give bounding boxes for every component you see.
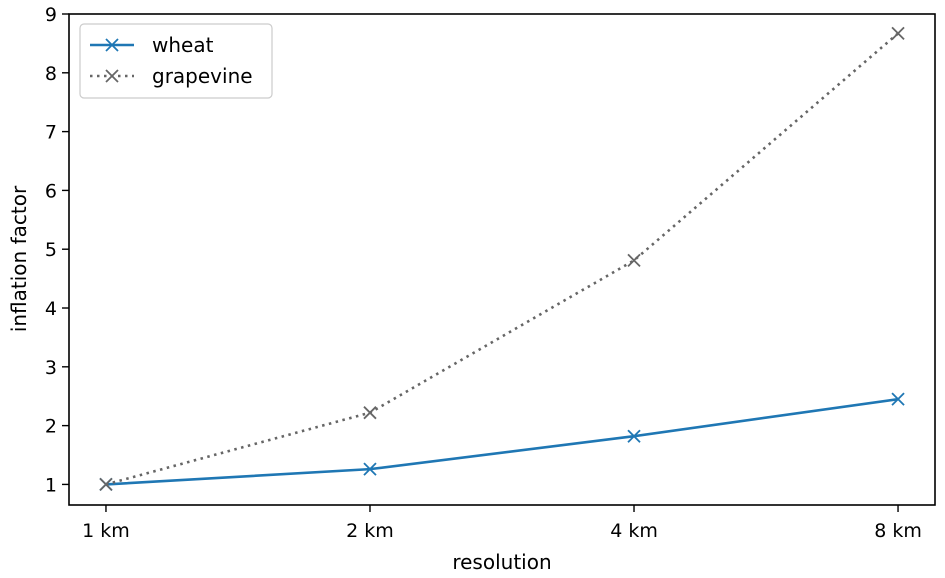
- legend-box: [79, 23, 273, 99]
- y-tick-label-8: 8: [45, 63, 57, 85]
- legend-entry-wheat: wheat: [90, 33, 214, 57]
- marker-stroke: [891, 392, 905, 406]
- marker-stroke: [99, 477, 113, 492]
- data-point-grapevine-4km: [627, 253, 641, 268]
- y-tick-label-4: 4: [45, 298, 57, 320]
- data-point-wheat-2km: [363, 462, 377, 476]
- y-tick-label-6: 6: [45, 180, 57, 202]
- legend: wheat grapevine: [79, 23, 273, 99]
- y-tick-label-7: 7: [45, 122, 57, 144]
- data-point-wheat-4km: [627, 429, 641, 443]
- x-tick-label-4km: 4 km: [610, 520, 658, 542]
- y-axis-label: inflation factor: [7, 185, 31, 332]
- y-tick-label-3: 3: [45, 357, 57, 379]
- marker-stroke: [627, 253, 641, 268]
- marker-stroke: [627, 429, 641, 443]
- data-point-wheat-8km: [891, 392, 905, 406]
- marker-stroke: [363, 406, 377, 420]
- y-tick-label-1: 1: [45, 474, 57, 496]
- data-point-grapevine-2km: [363, 406, 377, 420]
- data-point-grapevine-8km: [891, 26, 905, 41]
- series-layer: [99, 26, 905, 492]
- x-tick-label-8km: 8 km: [874, 520, 922, 542]
- y-tick-label-5: 5: [45, 239, 57, 261]
- x-tick-label-2km: 2 km: [346, 520, 394, 542]
- legend-label-wheat: wheat: [152, 33, 214, 57]
- legend-label-grapevine: grapevine: [152, 64, 253, 88]
- marker-stroke: [891, 26, 905, 41]
- y-tick-label-2: 2: [45, 416, 57, 438]
- y-tick-label-9: 9: [45, 4, 57, 26]
- x-axis-label: resolution: [452, 550, 551, 574]
- axes-layer: 1 2 3 4 5 6 7 8 9 1 km 2 km 4 km 8 km: [45, 4, 936, 542]
- axes-frame: [68, 13, 936, 506]
- series-line-wheat: [105, 397, 899, 486]
- marker-stroke: [363, 462, 377, 476]
- legend-marker: [105, 69, 119, 83]
- data-point-grapevine-1km: [99, 477, 113, 492]
- legend-marker: [105, 38, 119, 52]
- legend-entry-grapevine: grapevine: [90, 64, 253, 88]
- x-tick-label-1km: 1 km: [82, 520, 130, 542]
